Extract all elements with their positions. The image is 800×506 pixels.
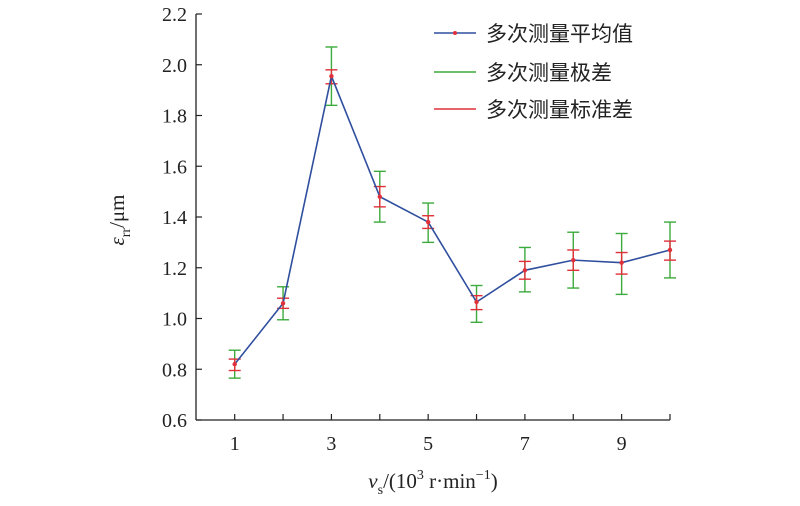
y-tick-label: 1.0	[162, 309, 187, 331]
mean-point	[329, 73, 334, 79]
mean-point	[571, 257, 576, 263]
mean-point	[280, 301, 286, 306]
mean-point	[232, 361, 237, 367]
y-tick-label: 1.2	[162, 258, 187, 280]
mean-point	[425, 219, 431, 225]
y-tick-label: 0.8	[162, 359, 187, 381]
x-tick-label: 5	[423, 433, 433, 455]
mean-point	[474, 299, 479, 305]
legend-label: 多次测量平均值	[486, 22, 633, 46]
mean-point	[522, 268, 528, 273]
y-tick-label: 0.6	[162, 410, 187, 432]
y-tick-label: 1.8	[162, 106, 187, 128]
mean-point	[619, 260, 624, 265]
ticks: 0.6 0.8 1.0 1.2 1.4 1.6 1.8 2.0 2.2 1 3 5 7 9	[162, 4, 671, 455]
mean-series	[232, 73, 673, 367]
y-tick-label: 1.4	[162, 207, 187, 229]
mean-point	[667, 247, 673, 253]
legend-label: 多次测量极差	[486, 61, 612, 85]
y-tick-label: 2.0	[162, 55, 187, 77]
mean-point	[377, 194, 382, 199]
y-tick-label: 1.6	[162, 156, 187, 178]
mean-line	[234, 73, 671, 365]
legend-swatch-marker	[453, 31, 457, 35]
x-tick-label: 3	[326, 433, 336, 455]
y-axis-title: εrr/μm	[105, 194, 134, 245]
x-tick-label: 7	[520, 433, 530, 455]
x-axis-title: vs/(103 r·min−1)	[368, 468, 497, 498]
legend-label: 多次测量标准差	[486, 98, 633, 122]
range-errorbars	[228, 46, 676, 379]
x-tick-label: 9	[617, 433, 627, 455]
x-tick-label: 1	[230, 433, 240, 455]
y-tick-label: 2.2	[162, 4, 187, 26]
